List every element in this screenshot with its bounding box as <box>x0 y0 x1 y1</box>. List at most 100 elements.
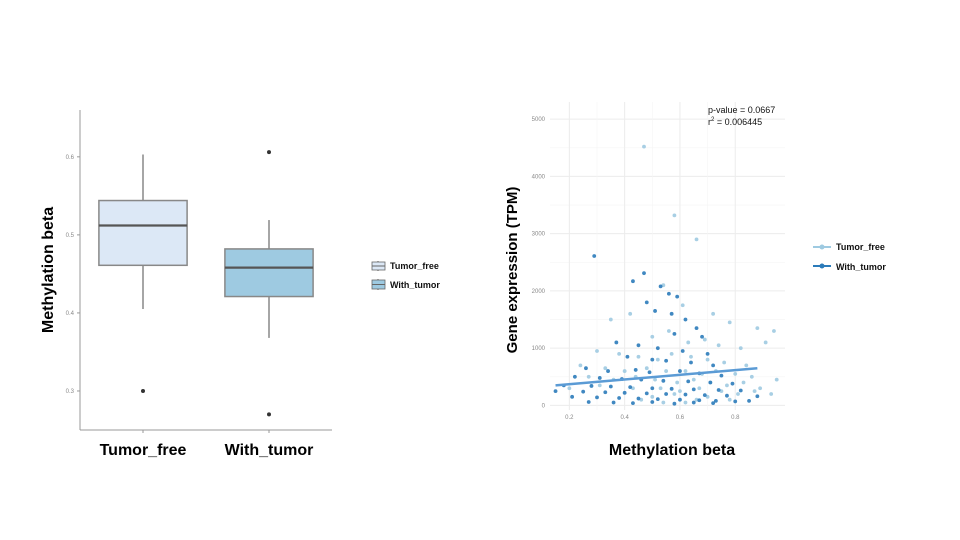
point-with-tumor <box>719 373 724 378</box>
point-with-tumor <box>738 388 743 393</box>
point-tumor-free <box>702 337 707 342</box>
point-tumor-free <box>653 377 657 382</box>
scatter-legend: Tumor_free With_tumor <box>813 242 886 272</box>
point-with-tumor <box>570 394 575 399</box>
legend-key-tumor-free-scatter <box>813 244 831 250</box>
pvalue-annotation: p-value = 0.0667 <box>708 105 775 115</box>
point-with-tumor <box>597 376 602 380</box>
point-tumor-free <box>650 394 655 399</box>
point-tumor-free <box>644 366 649 371</box>
boxplot-legend: Tumor_free With_tumor <box>371 261 440 290</box>
point-with-tumor <box>678 369 682 373</box>
point-tumor-free <box>678 389 682 394</box>
point-with-tumor <box>592 254 597 258</box>
point-with-tumor <box>636 343 641 348</box>
point-with-tumor <box>691 400 696 405</box>
legend-label-with-tumor-scatter: With_tumor <box>836 262 886 272</box>
legend-label-with-tumor: With_tumor <box>390 280 440 290</box>
point-tumor-free <box>697 386 702 391</box>
point-with-tumor <box>689 360 693 365</box>
point-with-tumor <box>636 396 641 401</box>
legend-label-tumor-free-scatter: Tumor_free <box>836 242 885 252</box>
point-with-tumor <box>650 400 655 404</box>
scatter-x-tick-label: 0.8 <box>731 415 740 421</box>
point-tumor-free <box>772 329 776 333</box>
point-with-tumor <box>625 354 630 359</box>
point-with-tumor <box>702 393 707 398</box>
point-with-tumor <box>611 400 616 405</box>
point-tumor-free <box>597 383 602 388</box>
point-with-tumor <box>755 394 760 399</box>
scatter-x-tick-label: 0.6 <box>676 415 685 421</box>
point-tumor-free <box>669 351 674 356</box>
point-with-tumor <box>584 366 588 371</box>
point-tumor-free <box>733 372 738 376</box>
point-tumor-free <box>725 383 729 388</box>
r2-prefix: r <box>708 117 711 127</box>
point-tumor-free <box>655 357 660 362</box>
point-tumor-free <box>727 320 732 325</box>
legend-label-tumor-free: Tumor_free <box>390 261 439 271</box>
point-tumor-free <box>711 311 716 316</box>
box-with-tumor <box>224 150 314 417</box>
point-with-tumor <box>675 294 680 299</box>
trend-line <box>555 366 758 387</box>
point-with-tumor <box>631 279 635 284</box>
r2-annotation: r2 = 0.006445 <box>708 117 762 127</box>
boxplot-category-label: With_tumor <box>225 442 314 459</box>
point-with-tumor <box>669 386 674 391</box>
point-tumor-free <box>716 343 721 348</box>
point-with-tumor <box>708 380 713 385</box>
point-tumor-free <box>608 317 613 322</box>
point-with-tumor <box>606 369 610 373</box>
scatter-x-tick-label: 0.4 <box>620 415 629 421</box>
point-tumor-free <box>622 369 627 373</box>
point-tumor-free <box>650 334 655 339</box>
point-tumor-free <box>628 311 633 316</box>
point-tumor-free <box>749 374 754 379</box>
r2-superscript: 2 <box>711 117 715 123</box>
point-tumor-free <box>769 392 774 396</box>
point-tumor-free <box>691 377 696 382</box>
point-tumor-free <box>680 303 685 308</box>
legend-key-tumor-free <box>371 261 386 271</box>
point-with-tumor <box>617 396 622 400</box>
point-with-tumor <box>669 311 674 316</box>
point-with-tumor <box>658 284 663 289</box>
outlier-point <box>141 388 145 393</box>
scatter-y-tick-label: 4000 <box>532 174 546 180</box>
point-with-tumor <box>633 368 638 372</box>
point-with-tumor <box>661 378 666 383</box>
point-tumor-free <box>752 389 757 394</box>
point-with-tumor <box>647 370 652 375</box>
point-with-tumor <box>664 358 669 363</box>
scatter-y-tick-label: 2000 <box>532 289 546 295</box>
point-tumor-free <box>636 354 641 359</box>
scatter-y-tick-label: 1000 <box>532 346 546 352</box>
point-with-tumor <box>683 317 688 322</box>
boxplot-y-tick-label: 0.5 <box>66 233 75 239</box>
point-with-tumor <box>725 393 729 398</box>
point-with-tumor <box>666 291 671 296</box>
point-with-tumor <box>603 390 608 395</box>
scatter-plot-area <box>550 102 785 410</box>
point-with-tumor <box>664 392 669 396</box>
point-tumor-free <box>578 363 583 368</box>
point-tumor-free <box>586 374 591 379</box>
point-tumor-free <box>675 380 680 385</box>
point-with-tumor <box>655 346 660 351</box>
point-tumor-free <box>722 360 727 365</box>
point-with-tumor <box>683 392 688 397</box>
point-with-tumor <box>589 384 594 388</box>
boxplot-y-tick-label: 0.6 <box>66 155 75 161</box>
point-with-tumor <box>655 397 660 402</box>
scatter-chart: 0 1000 2000 3000 4000 5000 0.2 0.4 0.6 0.8 Methy… <box>504 102 785 459</box>
scatter-y-tick-label: 3000 <box>532 232 546 238</box>
point-with-tumor <box>697 398 702 403</box>
point-with-tumor <box>608 384 613 389</box>
point-tumor-free <box>642 144 646 149</box>
scatter-x-axis-label: Methylation beta <box>609 442 735 459</box>
point-tumor-free <box>666 329 671 333</box>
point-with-tumor <box>672 401 677 406</box>
point-with-tumor <box>713 398 718 403</box>
